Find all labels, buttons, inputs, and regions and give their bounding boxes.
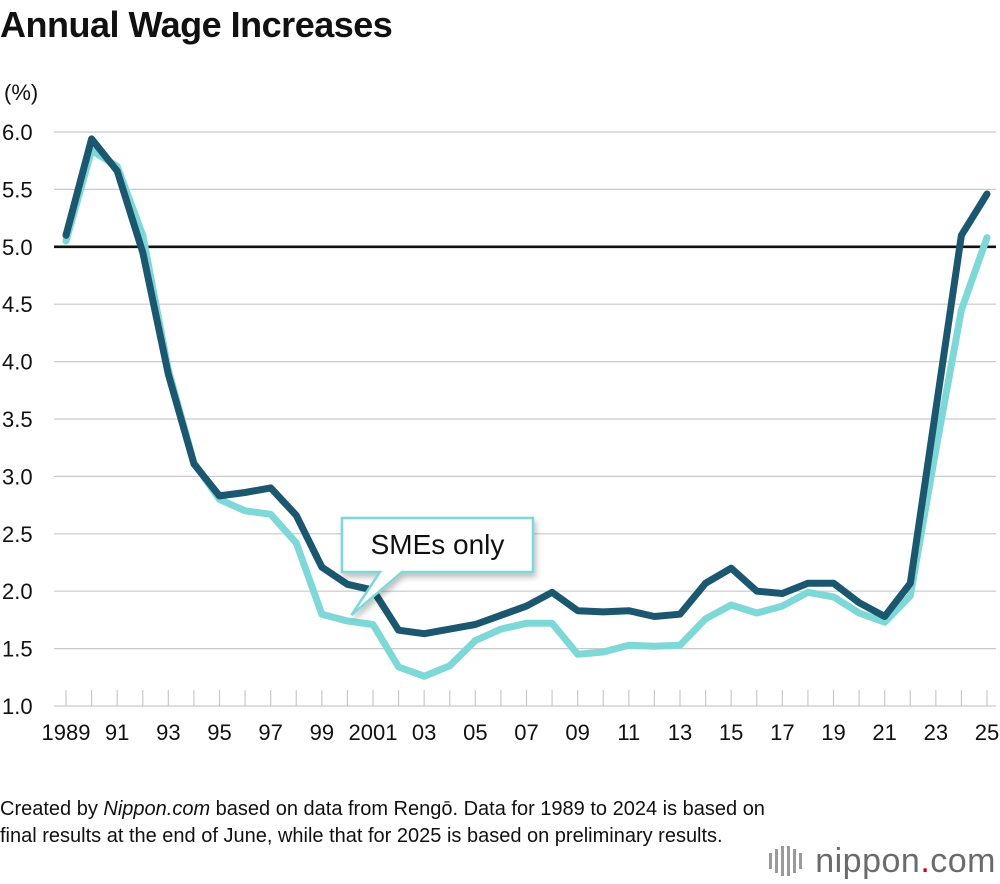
annotation-text: SMEs only [371,529,505,560]
x-tick-label: 2001 [349,720,398,745]
y-tick-label: 6.0 [2,120,33,145]
y-tick-label: 1.0 [2,694,33,719]
x-tick-label: 93 [156,720,180,745]
x-tick-label: 15 [719,720,743,745]
footnote-source-name: Nippon.com [103,798,211,820]
x-tick-label: 05 [463,720,487,745]
x-tick-label: 97 [258,720,282,745]
series-lines [62,135,991,680]
y-tick-label: 4.5 [2,292,33,317]
chart-title: Annual Wage Increases [0,4,393,45]
x-tick-label: 23 [924,720,948,745]
y-tick-label: 5.5 [2,177,33,202]
x-tick-label: 03 [412,720,436,745]
source-footnote: Created by Nippon.com based on data from… [0,796,780,850]
x-tick-label: 13 [668,720,692,745]
x-tick-label: 95 [207,720,231,745]
annotation-callout: SMEs only [340,516,535,616]
x-tick-label: 99 [310,720,334,745]
annotation-box [340,516,535,616]
line-chart: (%) 1.0 1.5 2.0 2.5 3.0 3.5 4.0 4.5 5.0 5.5 6.0 19… [2,80,999,745]
y-axis-unit-label: (%) [4,80,38,105]
x-tick-label: 07 [514,720,538,745]
x-axis: 1989 91 93 95 97 99 2001 03 05 07 09 11 13 15 17 19 21 23… [42,690,999,745]
logo-dot: . [920,841,931,880]
y-tick-label: 3.5 [2,407,33,432]
x-tick-label: 17 [770,720,794,745]
x-tick-label: 1989 [42,720,91,745]
x-tick-label: 11 [617,720,640,745]
y-tick-labels: 1.0 1.5 2.0 2.5 3.0 3.5 4.0 4.5 5.0 5.5 6.0 [2,120,33,719]
y-tick-label: 2.5 [2,522,33,547]
logo-name: nippon [815,841,921,880]
y-tick-label: 2.0 [2,579,33,604]
y-tick-label: 1.5 [2,637,33,662]
x-tick-label: 21 [872,720,896,745]
footnote-prefix: Created by [0,798,104,820]
footnote-body: based on data from Rengō. Data for 1989 … [0,798,765,847]
grid-lines [54,131,996,707]
y-tick-label: 3.0 [2,464,33,489]
series-line-smes [62,146,991,680]
y-tick-label: 4.0 [2,350,33,375]
x-tick-label: 19 [821,720,845,745]
y-tick-label: 5.0 [2,235,33,260]
logo-tld: com [930,841,996,880]
nippon-logo: nippon.com [767,841,996,881]
x-tick-label: 25 [975,720,999,745]
logo-mark-icon [769,846,803,876]
x-tick-label: 09 [565,720,589,745]
x-tick-label: 91 [105,720,129,745]
series-line-overall [62,135,991,638]
